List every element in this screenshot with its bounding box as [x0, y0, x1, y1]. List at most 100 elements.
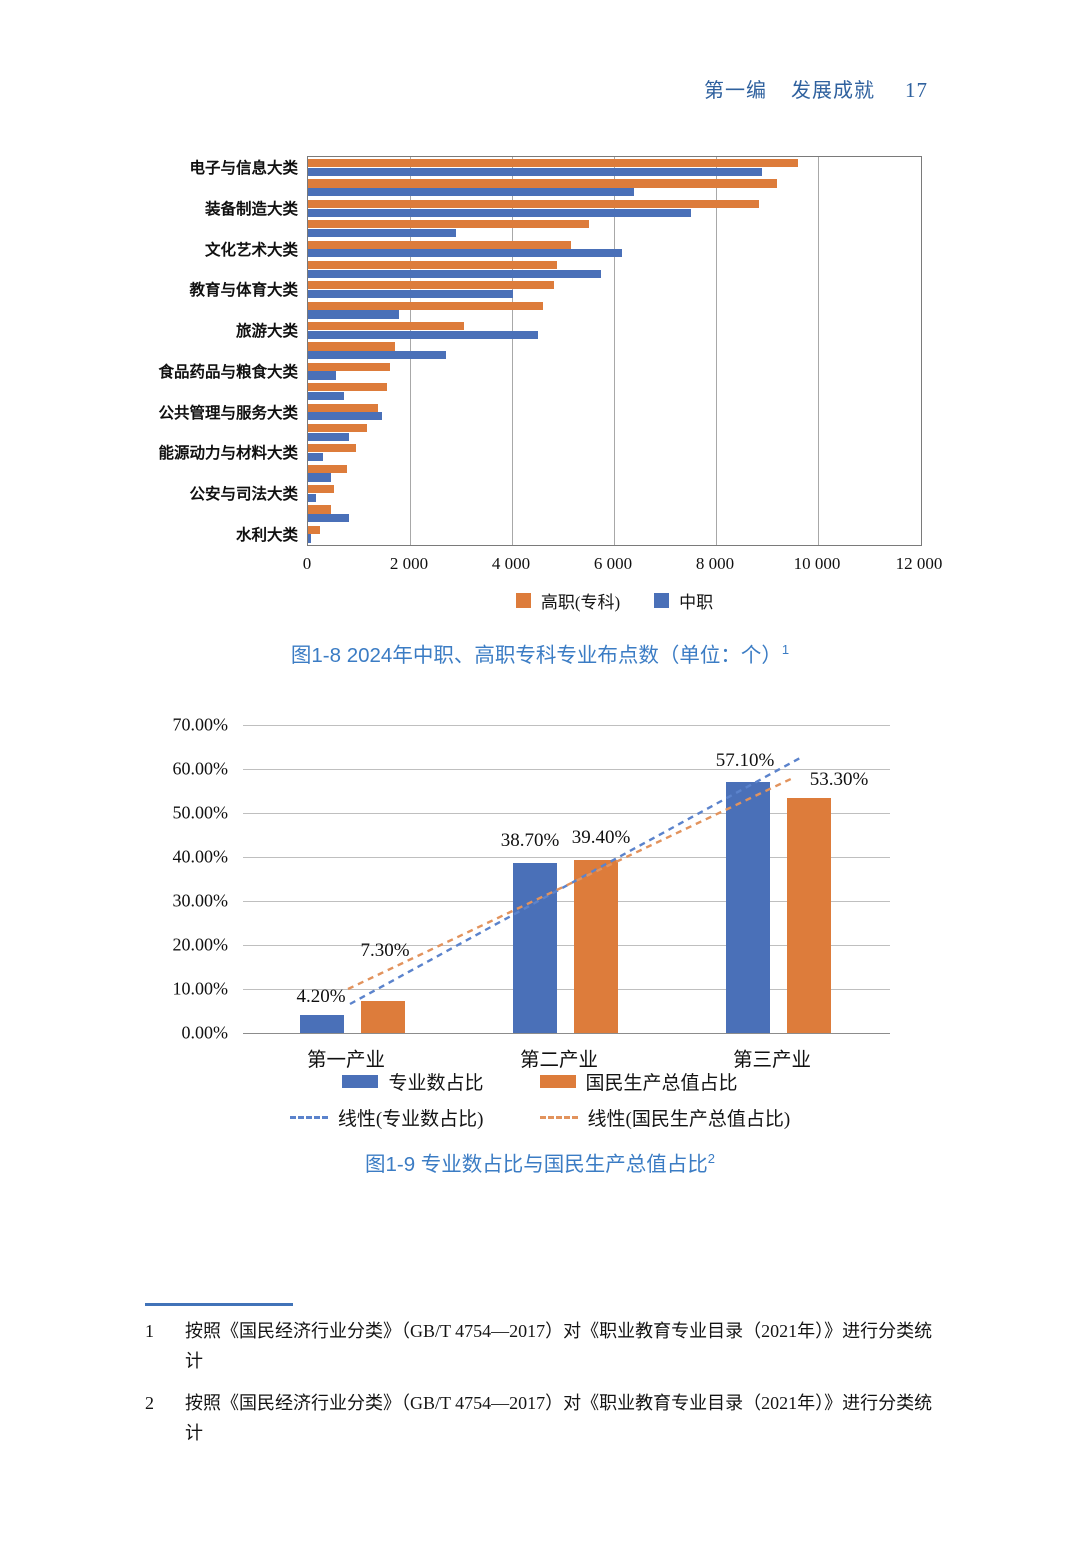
- category-label: 公安与司法大类: [189, 486, 298, 504]
- y-tick-label: 30.00%: [172, 890, 229, 911]
- figure-1-8-caption-text: 图1-8 2024年中职、高职专科专业布点数（单位：个）: [290, 644, 782, 667]
- gridline-horizontal: [243, 1033, 890, 1034]
- footnote-separator: [145, 1303, 293, 1306]
- y-tick-label: 20.00%: [172, 934, 229, 955]
- bar-blue: [513, 862, 557, 1033]
- gridline-vertical: [716, 157, 717, 545]
- legend-item: 专业数占比: [342, 1068, 484, 1095]
- legend-label: 高职(专科): [540, 593, 621, 612]
- legend-dash-swatch: [289, 1116, 328, 1119]
- figure-1-8-footnote-ref: 1: [781, 642, 790, 658]
- y-tick-label: 10.00%: [172, 978, 229, 999]
- bar-zhongzhi: [308, 310, 399, 319]
- figure-1-8-legend: 高职(专科) 中职: [307, 588, 922, 613]
- category-label: 水利大类: [235, 526, 298, 544]
- footnote-number: 2: [145, 1393, 154, 1413]
- legend-item: 高职(专科): [515, 588, 621, 613]
- bar-zhongzhi: [308, 249, 622, 258]
- bar-gaozhi: [308, 423, 367, 433]
- gridline-vertical: [512, 157, 513, 545]
- bar-zhongzhi: [308, 391, 344, 401]
- gridline-vertical: [818, 157, 819, 545]
- legend-row-series: 专业数占比 国民生产总值占比: [342, 1068, 738, 1095]
- bar-blue: [300, 1014, 344, 1033]
- gridline-vertical: [614, 157, 615, 545]
- bar-gaozhi: [308, 220, 589, 229]
- legend-label: 线性(专业数占比): [337, 1109, 484, 1130]
- y-tick-label: 50.00%: [172, 802, 229, 823]
- legend-item: 线性(国民生产总值占比): [539, 1104, 791, 1131]
- data-label: 57.10%: [715, 749, 775, 771]
- legend-swatch: [515, 593, 531, 608]
- legend-label: 专业数占比: [388, 1073, 484, 1094]
- footnote-item: 1 按照《国民经济行业分类》（GB/T 4754—2017）对《职业教育专业目录（…: [145, 1316, 945, 1376]
- data-label: 38.70%: [500, 829, 560, 851]
- category-label: 旅游大类: [235, 323, 298, 341]
- y-tick-label: 40.00%: [172, 846, 229, 867]
- category-label: 教育与体育大类: [189, 282, 298, 300]
- bar-zhongzhi: [308, 269, 602, 278]
- bar-gaozhi: [308, 240, 571, 249]
- footnote-text: 按照《国民经济行业分类》（GB/T 4754—2017）对《职业教育专业目录（2…: [185, 1393, 933, 1443]
- header-section: 第一编: [704, 80, 767, 102]
- bar-zhongzhi: [308, 452, 324, 462]
- legend-item: 线性(专业数占比): [289, 1104, 484, 1131]
- data-label: 4.20%: [296, 985, 346, 1007]
- figure-1-9-footnote-ref: 2: [707, 1151, 716, 1167]
- x-tick-label: 4 000: [491, 554, 531, 573]
- trendline-blue: [349, 756, 801, 1006]
- footnotes: 1 按照《国民经济行业分类》（GB/T 4754—2017）对《职业教育专业目录（…: [145, 1316, 945, 1460]
- x-tick-label: 8 000: [695, 554, 735, 573]
- category-label: 能源动力与材料大类: [158, 445, 298, 463]
- x-tick-label: 0: [302, 554, 312, 573]
- bar-zhongzhi: [308, 514, 349, 523]
- bar-zhongzhi: [308, 371, 337, 380]
- bar-zhongzhi: [308, 188, 635, 197]
- bar-zhongzhi: [308, 412, 382, 421]
- trendline-orange: [347, 775, 796, 991]
- y-tick-label: 60.00%: [172, 758, 229, 779]
- header-page-number: 17: [905, 78, 928, 102]
- bar-gaozhi: [308, 464, 348, 473]
- data-label: 39.40%: [571, 826, 631, 848]
- page-header: 第一编 发展成就 17: [704, 74, 928, 103]
- footnote-text: 按照《国民经济行业分类》（GB/T 4754—2017）对《职业教育专业目录（2…: [185, 1321, 933, 1371]
- footnote-item: 2 按照《国民经济行业分类》（GB/T 4754—2017）对《职业教育专业目录（…: [145, 1388, 945, 1448]
- legend-label: 线性(国民生产总值占比): [587, 1109, 791, 1130]
- category-label: 第二产业: [519, 1050, 599, 1071]
- gridline-vertical: [410, 157, 411, 545]
- legend-swatch: [654, 593, 670, 608]
- legend-item: 国民生产总值占比: [539, 1068, 738, 1095]
- bar-zhongzhi: [308, 290, 514, 299]
- bar-gaozhi: [308, 362, 390, 371]
- figure-1-8-plot-area: [307, 156, 922, 546]
- bar-gaozhi: [308, 342, 395, 351]
- category-label: 食品药品与粮食大类: [158, 363, 298, 381]
- category-label: 电子与信息大类: [189, 160, 298, 178]
- gridline-horizontal: [243, 989, 890, 990]
- bar-zhongzhi: [308, 351, 446, 360]
- bar-gaozhi: [308, 281, 554, 290]
- gridline-horizontal: [243, 945, 890, 946]
- legend-row-trendlines: 线性(专业数占比) 线性(国民生产总值占比): [289, 1104, 791, 1131]
- bar-zhongzhi: [308, 534, 312, 543]
- bar-blue: [726, 781, 770, 1033]
- legend-swatch: [342, 1075, 379, 1088]
- bar-zhongzhi: [308, 208, 691, 217]
- bar-gaozhi: [308, 322, 464, 331]
- figure-1-9-bar-chart: 0.00% 10.00% 20.00% 30.00% 40.00% 50.00% 60.00…: [0, 715, 1080, 1146]
- gridline-horizontal: [243, 901, 890, 902]
- header-chapter-title: 发展成就: [791, 80, 875, 102]
- x-tick-label: 10 000: [793, 554, 841, 573]
- figure-1-8-caption: 图1-8 2024年中职、高职专科专业布点数（单位：个）1: [0, 638, 1080, 668]
- bar-gaozhi: [308, 301, 543, 310]
- category-label: 文化艺术大类: [204, 241, 298, 259]
- legend-label: 中职: [679, 593, 714, 612]
- bar-gaozhi: [308, 525, 321, 534]
- bar-zhongzhi: [308, 330, 538, 339]
- category-label: 第三产业: [732, 1050, 812, 1071]
- bar-gaozhi: [308, 403, 379, 412]
- figure-1-9-legend: 专业数占比 国民生产总值占比线性(专业数占比) 线性(国民生产总值占比): [0, 1068, 1080, 1131]
- bar-orange: [574, 859, 618, 1033]
- bar-gaozhi: [308, 159, 798, 168]
